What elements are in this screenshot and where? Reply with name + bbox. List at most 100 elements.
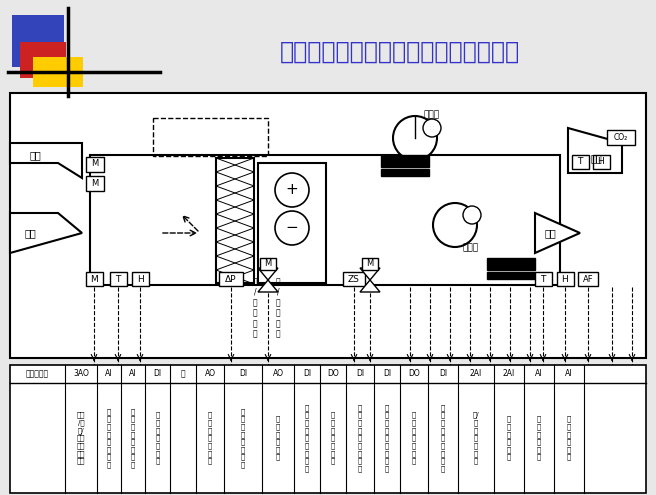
Text: 回风机: 回风机 (424, 110, 440, 119)
Text: DI: DI (303, 369, 311, 379)
Text: 回
风
机
运
行
状
态
监
测: 回 风 机 运 行 状 态 监 测 (358, 404, 362, 472)
Bar (593, 155, 610, 169)
Polygon shape (535, 213, 580, 253)
Text: DI: DI (154, 369, 161, 379)
Text: H: H (598, 157, 604, 166)
Bar (578, 272, 598, 286)
Text: AI: AI (565, 369, 573, 379)
Circle shape (393, 116, 437, 160)
Bar (110, 272, 127, 286)
Bar (20, 42, 66, 78)
Text: H: H (562, 275, 568, 284)
Text: 3AO: 3AO (73, 369, 89, 379)
Text: 送
风
湿
度
测
量: 送 风 湿 度 测 量 (507, 416, 511, 460)
Circle shape (463, 206, 481, 224)
Bar (12, 15, 64, 67)
Text: 回风: 回风 (590, 153, 602, 163)
Text: AI: AI (535, 369, 543, 379)
Text: 送
风
机
故
障
状
态
监
测: 送 风 机 故 障 状 态 监 测 (385, 404, 389, 472)
Text: DO: DO (327, 369, 339, 379)
Text: 过
滤
网
状
态
观
测: 过 滤 网 状 态 观 测 (155, 412, 159, 464)
Bar (90, 155, 560, 285)
Polygon shape (258, 280, 278, 292)
Text: 带回风的定风量空气处理机控制原理图: 带回风的定风量空气处理机控制原理图 (280, 40, 520, 64)
Bar (343, 272, 365, 286)
Text: H: H (136, 275, 144, 284)
Bar (572, 155, 589, 169)
Text: AO: AO (205, 369, 216, 379)
Text: 送
风
机
运
行
状
态
监
测: 送 风 机 运 行 状 态 监 测 (441, 404, 445, 472)
Text: 监控点类型: 监控点类型 (26, 369, 49, 379)
Circle shape (275, 211, 309, 245)
Text: 冷
/
热
水
回
水: 冷 / 热 水 回 水 (253, 278, 257, 339)
Bar (86, 272, 103, 286)
Bar (219, 272, 243, 286)
Bar (132, 272, 149, 286)
Text: T: T (541, 275, 546, 284)
Text: DI: DI (439, 369, 447, 379)
Text: DO: DO (408, 369, 420, 379)
Text: ΔP: ΔP (225, 275, 237, 284)
Polygon shape (10, 213, 82, 253)
Bar (86, 176, 104, 191)
Text: AI: AI (105, 369, 113, 379)
Text: 2AI: 2AI (503, 369, 515, 379)
Text: 排风: 排风 (29, 150, 41, 160)
Bar (33, 57, 83, 87)
Bar (381, 169, 429, 176)
Text: 送风机: 送风机 (463, 244, 479, 252)
Bar (10, 93, 646, 358)
Text: M: M (91, 179, 98, 188)
Circle shape (433, 203, 477, 247)
Text: ZS: ZS (348, 275, 360, 284)
Text: 室
外
新
风
温
度
测
量: 室 外 新 风 温 度 测 量 (107, 408, 111, 468)
Bar (153, 118, 268, 156)
Text: −: − (285, 220, 298, 236)
Text: M: M (90, 275, 98, 284)
Text: 送
风
机
启
停
控
制: 送 风 机 启 停 控 制 (412, 412, 416, 464)
Bar (381, 155, 429, 167)
Text: 空
气
质
量
检
测: 空 气 质 量 检 测 (567, 416, 571, 460)
Text: AF: AF (583, 275, 593, 284)
Text: M: M (264, 259, 272, 268)
Text: DI: DI (356, 369, 364, 379)
Text: 送风: 送风 (544, 228, 556, 238)
Bar (10, 365, 646, 493)
Text: 送/
回
风
温
度
测
量: 送/ 回 风 温 度 测 量 (473, 412, 480, 464)
Text: 回
风
机
启
停
控
制: 回 风 机 启 停 控 制 (331, 412, 335, 464)
Text: 新风: 新风 (24, 228, 36, 238)
Polygon shape (360, 268, 380, 280)
Text: AI: AI (129, 369, 136, 379)
Text: 排风
/回
风/
新风
风门
开度
调节: 排风 /回 风/ 新风 风门 开度 调节 (77, 412, 85, 464)
Bar (86, 157, 104, 172)
Text: 2AI: 2AI (470, 369, 482, 379)
Text: +: + (285, 183, 298, 198)
Text: T: T (115, 275, 121, 284)
Text: 空
调
水
阀
门
调
节: 空 调 水 阀 门 调 节 (208, 412, 212, 464)
Polygon shape (10, 143, 82, 178)
Text: 冷
/
热
水
供
水: 冷 / 热 水 供 水 (276, 278, 280, 339)
Text: T: T (577, 157, 583, 166)
Bar (487, 258, 535, 270)
Text: DI: DI (239, 369, 247, 379)
Text: 送
风
速
度
检
测: 送 风 速 度 检 测 (537, 416, 541, 460)
Text: AO: AO (272, 369, 283, 379)
Polygon shape (258, 268, 278, 280)
Text: M: M (91, 159, 98, 168)
Text: 防
冻
开
关
状
态
监
测: 防 冻 开 关 状 态 监 测 (241, 408, 245, 468)
Polygon shape (360, 280, 380, 292)
Text: DI: DI (383, 369, 391, 379)
Bar (258, 163, 326, 283)
Bar (487, 272, 535, 279)
Text: 回
风
机
故
障
状
态
监
测: 回 风 机 故 障 状 态 监 测 (305, 404, 309, 472)
Bar (216, 158, 254, 283)
Bar (535, 272, 552, 286)
Bar (557, 272, 574, 286)
Text: CO₂: CO₂ (614, 133, 628, 142)
Circle shape (275, 173, 309, 207)
Text: M: M (366, 259, 374, 268)
Bar (260, 258, 276, 270)
Text: 室
外
新
风
湿
度
测
量: 室 外 新 风 湿 度 测 量 (131, 408, 135, 468)
Bar (607, 130, 635, 145)
Polygon shape (568, 128, 622, 173)
